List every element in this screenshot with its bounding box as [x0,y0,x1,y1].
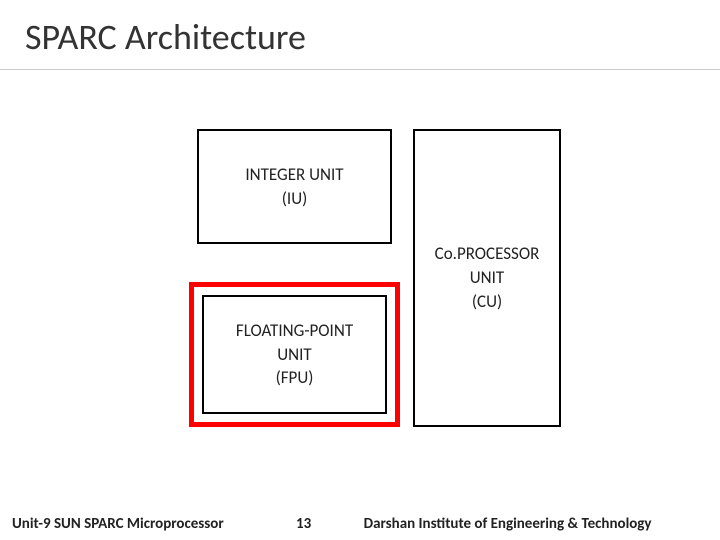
box-fpu-line2: UNIT [277,343,311,367]
box-integer-unit: INTEGER UNIT (IU) [197,129,392,244]
box-cu-line2: UNIT [470,266,504,290]
footer-institute: Darshan Institute of Engineering & Techn… [364,515,652,533]
footer-page-number: 13 [274,515,334,533]
box-cu-line1: Co.PROCESSOR [435,242,540,266]
page-title: SPARC Architecture [0,0,720,70]
box-fpu-line3: (FPU) [276,366,314,390]
footer-unit: Unit-9 SUN SPARC Microprocessor [0,515,224,533]
box-fpu-highlight: FLOATING-POINT UNIT (FPU) [189,282,400,427]
box-iu-line1: INTEGER UNIT [245,163,343,187]
footer: Unit-9 SUN SPARC Microprocessor 13 Darsh… [0,508,720,540]
box-floating-point-unit: FLOATING-POINT UNIT (FPU) [202,295,387,414]
box-iu-line2: (IU) [282,187,308,211]
diagram-area: INTEGER UNIT (IU) FLOATING-POINT UNIT (F… [0,75,720,495]
box-coprocessor-unit: Co.PROCESSOR UNIT (CU) [413,129,561,427]
box-cu-line3: (CU) [472,290,502,314]
box-fpu-line1: FLOATING-POINT [236,319,353,343]
